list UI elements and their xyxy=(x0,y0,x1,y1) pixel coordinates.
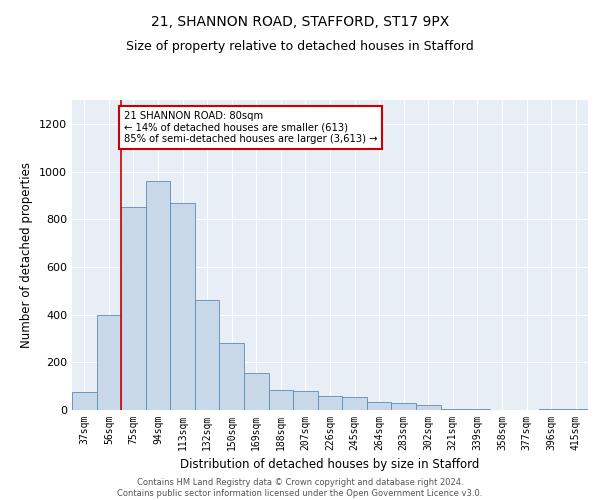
Bar xyxy=(342,397,367,410)
Text: 21, SHANNON ROAD, STAFFORD, ST17 9PX: 21, SHANNON ROAD, STAFFORD, ST17 9PX xyxy=(151,15,449,29)
X-axis label: Distribution of detached houses by size in Stafford: Distribution of detached houses by size … xyxy=(181,458,479,471)
Bar xyxy=(72,392,97,410)
Bar xyxy=(391,403,416,410)
Text: Contains HM Land Registry data © Crown copyright and database right 2024.
Contai: Contains HM Land Registry data © Crown c… xyxy=(118,478,482,498)
Bar xyxy=(146,181,170,410)
Bar xyxy=(416,405,440,410)
Text: Size of property relative to detached houses in Stafford: Size of property relative to detached ho… xyxy=(126,40,474,53)
Bar xyxy=(293,391,318,410)
Bar xyxy=(121,208,146,410)
Bar xyxy=(440,409,465,410)
Bar xyxy=(318,396,342,410)
Bar xyxy=(563,409,588,410)
Bar xyxy=(539,409,563,410)
Bar xyxy=(367,402,391,410)
Y-axis label: Number of detached properties: Number of detached properties xyxy=(20,162,34,348)
Bar xyxy=(269,390,293,410)
Bar xyxy=(170,202,195,410)
Bar xyxy=(195,300,220,410)
Bar xyxy=(97,314,121,410)
Bar xyxy=(244,373,269,410)
Text: 21 SHANNON ROAD: 80sqm
← 14% of detached houses are smaller (613)
85% of semi-de: 21 SHANNON ROAD: 80sqm ← 14% of detached… xyxy=(124,110,377,144)
Bar xyxy=(220,343,244,410)
